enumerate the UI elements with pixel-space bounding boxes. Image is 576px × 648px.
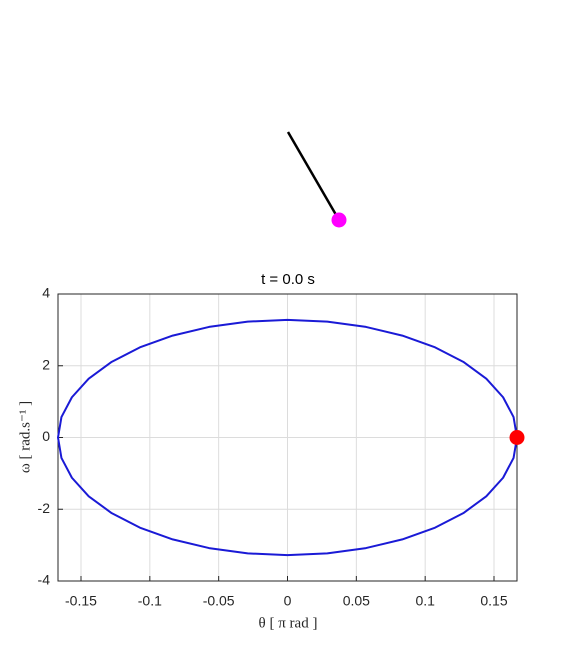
x-tick-label: 0.05 (343, 593, 370, 609)
x-tick-label: 0.15 (480, 593, 507, 609)
pendulum-bob (331, 212, 347, 228)
trajectory (57, 318, 518, 557)
x-tick-label: -0.05 (203, 593, 235, 609)
y-tick-label: -2 (38, 500, 51, 516)
x-tick-label: 0 (284, 593, 292, 609)
y-tick-label: -4 (38, 572, 51, 588)
x-axis-label: θ [ π rad ] (259, 615, 318, 631)
x-tick-label: -0.15 (65, 593, 97, 609)
pendulum-rod (286, 131, 341, 221)
chart-title: t = 0.0 s (261, 271, 315, 288)
x-tick-label: -0.1 (138, 593, 162, 609)
y-tick-label: 2 (42, 356, 50, 372)
y-axis-label: ω [ rad.s⁻¹ ] (17, 401, 33, 473)
x-tick-label: 0.1 (415, 593, 435, 609)
pendulum (286, 131, 347, 228)
y-tick-label: 4 (42, 285, 50, 301)
marker (509, 430, 525, 445)
y-tick-label: 0 (42, 428, 50, 444)
